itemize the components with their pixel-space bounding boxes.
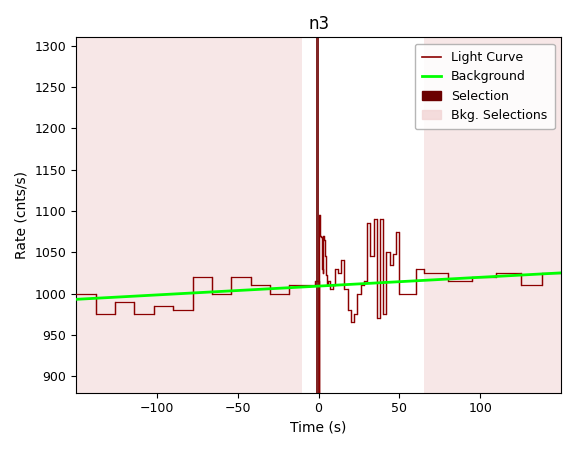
Title: n3: n3	[308, 15, 329, 33]
Legend: Light Curve, Background, Selection, Bkg. Selections: Light Curve, Background, Selection, Bkg.…	[415, 44, 555, 129]
Bar	[316, 37, 319, 393]
X-axis label: Time (s): Time (s)	[290, 421, 347, 435]
Bar	[423, 37, 561, 393]
Bar	[76, 37, 302, 393]
Y-axis label: Rate (cnts/s): Rate (cnts/s)	[15, 171, 29, 259]
